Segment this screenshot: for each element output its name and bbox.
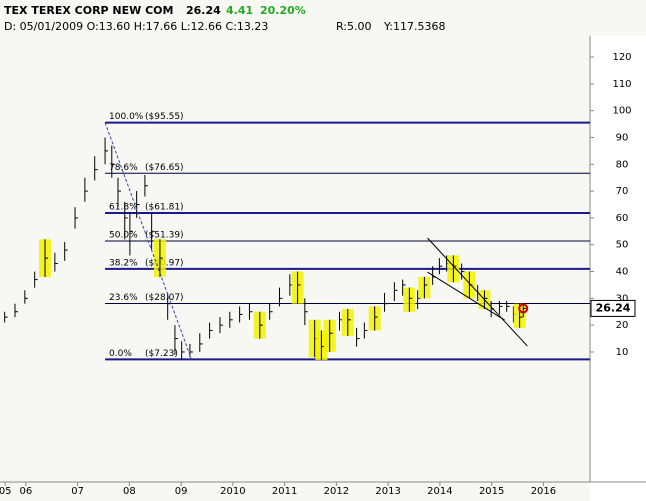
x-tick-label: 2015 xyxy=(479,486,504,497)
fib-label: 38.2% xyxy=(109,258,138,268)
y-tick-label: 60 xyxy=(616,213,629,224)
y-info: Y:117.5368 xyxy=(384,20,446,33)
price-box xyxy=(590,299,636,317)
y-tick-label: 110 xyxy=(612,79,631,90)
bar-info: D: 05/01/2009 O:13.60 H:17.66 L:12.66 C:… xyxy=(4,20,269,33)
x-tick-label: 2014 xyxy=(427,486,452,497)
y-tick-label: 70 xyxy=(616,186,629,197)
price: 26.24 xyxy=(186,4,221,17)
x-tick-label: 2010 xyxy=(220,486,245,497)
fib-label: 61.8% xyxy=(109,203,138,213)
y-tick-label: 120 xyxy=(612,52,631,63)
trendline xyxy=(427,271,505,321)
y-tick-label: 80 xyxy=(616,159,629,170)
y-tick-label: 40 xyxy=(616,267,629,278)
change: 4.41 xyxy=(226,4,254,17)
r-info: R:5.00 xyxy=(336,20,372,33)
price-box-label: 26.24 xyxy=(596,301,631,314)
y-tick-label: 100 xyxy=(612,106,631,117)
trendline xyxy=(427,237,528,347)
last-bar-marker xyxy=(518,303,529,314)
fib-label: 50.0% xyxy=(109,230,138,240)
x-tick-label: 05 xyxy=(0,486,12,497)
fib-value-label: ($51.39) xyxy=(145,230,184,240)
y-tick-label: 90 xyxy=(616,132,629,143)
x-tick-label: 06 xyxy=(20,486,33,497)
fib-label: 23.6% xyxy=(109,293,138,303)
x-tick-label: 2016 xyxy=(531,486,556,497)
fib-value-label: ($61.81) xyxy=(145,203,184,213)
y-tick-label: 30 xyxy=(616,293,629,304)
change-pct: 20.20% xyxy=(260,4,306,17)
x-tick-label: 2013 xyxy=(375,486,400,497)
trendline xyxy=(104,122,192,360)
x-tick-label: 07 xyxy=(71,486,84,497)
fib-value-label: ($76.65) xyxy=(145,163,184,173)
y-tick-label: 20 xyxy=(616,320,629,331)
fib-value-label: ($28.07) xyxy=(145,293,184,303)
x-tick-label: 09 xyxy=(175,486,188,497)
header: TEX TEREX CORP NEW COM 26.24 4.41 20.20%… xyxy=(0,0,646,36)
symbol-name: TEX TEREX CORP NEW COM xyxy=(4,4,174,17)
y-tick-label: 50 xyxy=(616,240,629,251)
fib-value-label: ($7.23) xyxy=(145,349,178,359)
fib-value-label: ($95.55) xyxy=(145,112,184,122)
fib-label: 0.0% xyxy=(109,349,132,359)
x-tick-label: 2011 xyxy=(272,486,297,497)
y-tick-label: 10 xyxy=(616,347,629,358)
axis-panel xyxy=(590,36,646,501)
x-tick-label: 08 xyxy=(123,486,136,497)
x-tick-label: 2012 xyxy=(324,486,349,497)
fib-label: 100.0% xyxy=(109,112,144,122)
fib-label: 78.6% xyxy=(109,163,138,173)
